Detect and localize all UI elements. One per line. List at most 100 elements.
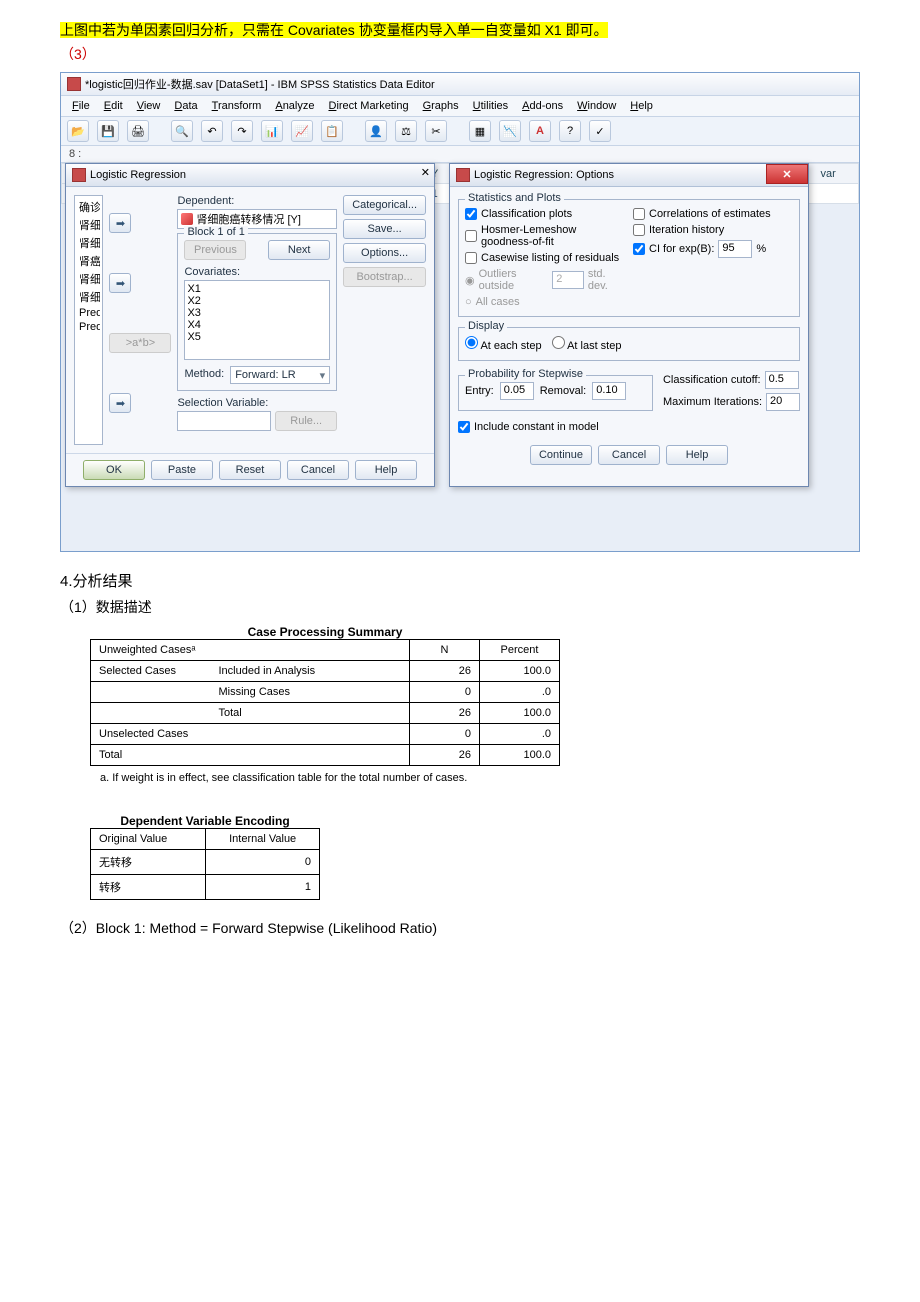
rule-button: Rule... [275, 411, 337, 431]
move-covariate-button[interactable]: ➡ [109, 273, 131, 293]
selection-var-field[interactable] [177, 411, 271, 431]
var-item[interactable]: 确诊时患者的年... [77, 198, 100, 216]
help-button[interactable]: Help [355, 460, 417, 480]
options-button[interactable]: Options... [343, 243, 426, 263]
close-icon[interactable]: ✕ [421, 166, 430, 179]
encoding-table-wrap: Dependent Variable Encoding Original Val… [90, 814, 860, 900]
move-dependent-button[interactable]: ➡ [109, 213, 131, 233]
help-icon[interactable]: ? [559, 120, 581, 142]
hosmer-check[interactable]: Hosmer-Lemeshow goodness-of-fit [465, 222, 625, 250]
print-icon[interactable]: 🖨 [127, 120, 149, 142]
method-label: Method: [184, 368, 224, 380]
goto-icon[interactable]: 📊 [261, 120, 283, 142]
section-4-heading: 4.分析结果 [60, 570, 860, 591]
stats-plots-group: Statistics and Plots Classification plot… [458, 199, 800, 317]
values-icon[interactable]: 📋 [321, 120, 343, 142]
covariate-item[interactable]: X3 [187, 307, 327, 319]
casewise-check[interactable]: Casewise listing of residuals [465, 250, 625, 266]
menu-direct marketing[interactable]: Direct Marketing [321, 98, 415, 114]
label-icon[interactable]: A [529, 120, 551, 142]
continue-button[interactable]: Continue [530, 445, 592, 465]
menu-help[interactable]: Help [623, 98, 660, 114]
cutoff-label: Classification cutoff: [663, 374, 761, 386]
covariate-item[interactable]: X1 [187, 283, 327, 295]
weight-icon[interactable]: ⚖ [395, 120, 417, 142]
classification-plots-check[interactable]: Classification plots [465, 206, 625, 222]
options-title: Logistic Regression: Options ✕ [450, 164, 808, 187]
all-cases-radio: ○ All cases [465, 294, 625, 310]
menu-transform[interactable]: Transform [205, 98, 269, 114]
covariates-list[interactable]: X1X2X3X4X5 [184, 280, 330, 360]
include-constant-check[interactable]: Include constant in model [458, 419, 800, 435]
menu-utilities[interactable]: Utilities [466, 98, 515, 114]
covariate-item[interactable]: X4 [187, 319, 327, 331]
categorical-button[interactable]: Categorical... [343, 195, 426, 215]
removal-field[interactable]: 0.10 [592, 382, 626, 400]
spss-window: *logistic回归作业-数据.sav [DataSet1] - IBM SP… [60, 72, 860, 552]
menu-data[interactable]: Data [167, 98, 204, 114]
menu-add-ons[interactable]: Add-ons [515, 98, 570, 114]
menu-window[interactable]: Window [570, 98, 623, 114]
var-item[interactable]: 肾癌细胞核组织... [77, 252, 100, 270]
close-button[interactable]: ✕ [766, 164, 808, 184]
menu-file[interactable]: File [65, 98, 97, 114]
menu-view[interactable]: View [130, 98, 168, 114]
find-icon[interactable]: 🔍 [171, 120, 193, 142]
table2-title: Dependent Variable Encoding [90, 814, 320, 828]
menu-edit[interactable]: Edit [97, 98, 130, 114]
sub-4-2: （2）Block 1: Method = Forward Stepwise (L… [60, 918, 860, 938]
open-icon[interactable]: 📂 [67, 120, 89, 142]
menubar[interactable]: FileEditViewDataTransformAnalyzeDirect M… [61, 96, 859, 117]
spell-icon[interactable]: ✓ [589, 120, 611, 142]
move-selection-button[interactable]: ➡ [109, 393, 131, 413]
var-item[interactable]: 肾细胞癌转移情... [77, 288, 100, 306]
intro-note: 上图中若为单因素回归分析，只需在 Covariates 协变量框内导入单一自变量… [60, 20, 860, 40]
paste-button[interactable]: Paste [151, 460, 213, 480]
vars-icon[interactable]: 📈 [291, 120, 313, 142]
grid-icon[interactable]: ▦ [469, 120, 491, 142]
save-button[interactable]: Save... [343, 219, 426, 239]
interaction-button[interactable]: >a*b> [109, 333, 171, 353]
cancel-button[interactable]: Cancel [287, 460, 349, 480]
previous-button: Previous [184, 240, 246, 260]
menu-analyze[interactable]: Analyze [268, 98, 321, 114]
chart-icon[interactable]: 📉 [499, 120, 521, 142]
select-icon[interactable]: 👤 [365, 120, 387, 142]
ci-exp-check[interactable]: CI for exp(B): 95 % [633, 238, 793, 260]
toolbar: 📂 💾 🖨 🔍 ↶ ↷ 📊 📈 📋 👤 ⚖ ✂ ▦ 📉 A ? ✓ [61, 117, 859, 146]
cancel-button[interactable]: Cancel [598, 445, 660, 465]
case-summary-table: Unweighted Casesᵃ N Percent Selected Cas… [90, 639, 560, 766]
var-item[interactable]: Predicted proba... [77, 306, 100, 320]
var-item[interactable]: 肾细胞癌分期 [X5] [77, 270, 100, 288]
redo-icon[interactable]: ↷ [231, 120, 253, 142]
ok-button[interactable]: OK [83, 460, 145, 480]
logistic-regression-dialog: Logistic Regression ✕ 确诊时患者的年...肾细胞癌血管内.… [65, 163, 435, 487]
save-icon[interactable]: 💾 [97, 120, 119, 142]
method-select[interactable]: Forward: LR [230, 366, 330, 384]
table1-title: Case Processing Summary [90, 625, 560, 639]
help-button[interactable]: Help [666, 445, 728, 465]
options-dialog: Logistic Regression: Options ✕ Statistic… [449, 163, 809, 487]
var-item[interactable]: Predicted group ... [77, 320, 100, 334]
var-item[interactable]: 肾细胞癌血管内... [77, 216, 100, 234]
nominal-icon [181, 213, 193, 225]
prob-stepwise-group: Probability for Stepwise Entry:0.05 Remo… [458, 375, 653, 411]
menu-graphs[interactable]: Graphs [416, 98, 466, 114]
next-button[interactable]: Next [268, 240, 330, 260]
entry-field[interactable]: 0.05 [500, 382, 534, 400]
variable-list[interactable]: 确诊时患者的年...肾细胞癌血管内...肾细胞癌组织内...肾癌细胞核组织...… [74, 195, 103, 445]
correlations-check[interactable]: Correlations of estimates [633, 206, 793, 222]
each-step-radio[interactable]: At each step [465, 336, 542, 352]
reset-button[interactable]: Reset [219, 460, 281, 480]
covariate-item[interactable]: X2 [187, 295, 327, 307]
covariate-item[interactable]: X5 [187, 331, 327, 343]
split-icon[interactable]: ✂ [425, 120, 447, 142]
encoding-table: Original Value Internal Value 无转移0转移1 [90, 828, 320, 900]
iteration-check[interactable]: Iteration history [633, 222, 793, 238]
var-item[interactable]: 肾细胞癌组织内... [77, 234, 100, 252]
dialog-icon [72, 168, 86, 182]
cutoff-field[interactable]: 0.5 [765, 371, 799, 389]
maxit-field[interactable]: 20 [766, 393, 800, 411]
undo-icon[interactable]: ↶ [201, 120, 223, 142]
last-step-radio[interactable]: At last step [552, 336, 622, 352]
